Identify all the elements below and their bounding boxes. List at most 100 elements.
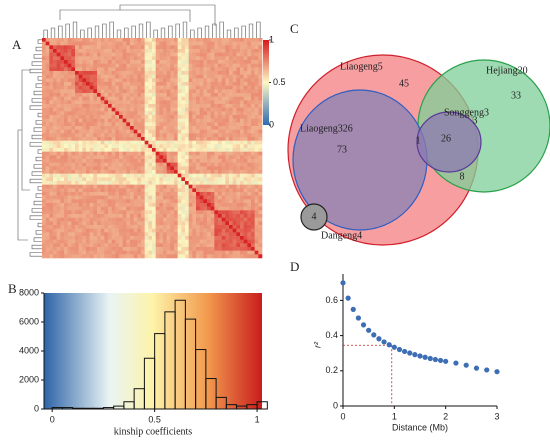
heatmap-cell xyxy=(177,243,182,248)
heatmap-cell xyxy=(229,254,233,259)
heatmap-cell xyxy=(108,184,112,189)
heatmap-cell xyxy=(133,60,138,64)
heatmap-cell xyxy=(82,100,87,105)
heatmap-cell xyxy=(56,122,61,127)
heatmap-cell xyxy=(75,170,79,174)
heatmap-cell xyxy=(144,49,149,53)
heatmap-cell xyxy=(144,107,149,112)
heatmap-cell xyxy=(148,166,153,171)
heatmap-cell xyxy=(71,195,76,200)
heatmap-cell xyxy=(93,52,98,57)
heatmap-cell xyxy=(192,78,197,83)
heatmap-cell xyxy=(71,45,76,50)
heatmap-cell xyxy=(243,199,248,204)
heatmap-cell xyxy=(119,115,123,119)
heatmap-cell xyxy=(254,133,259,138)
heatmap-cell xyxy=(229,100,233,105)
heatmap-cell xyxy=(130,254,134,259)
heatmap-cell xyxy=(225,188,230,193)
heatmap-cell xyxy=(108,250,112,255)
heatmap-cell xyxy=(141,93,145,97)
heatmap-cell xyxy=(251,49,255,53)
heatmap-cell xyxy=(258,199,263,204)
heatmap-cell xyxy=(225,254,230,259)
heatmap-cell xyxy=(258,118,263,123)
heatmap-cell xyxy=(60,111,65,116)
heatmap-cell xyxy=(126,52,131,57)
heatmap-cell xyxy=(82,118,87,123)
heatmap-cell xyxy=(45,100,50,105)
heatmap-cell xyxy=(181,60,186,64)
heatmap-cell xyxy=(240,214,244,218)
heatmap-cell xyxy=(225,104,230,108)
heatmap-cell xyxy=(42,199,46,204)
y-tick-label: 0 xyxy=(333,400,338,410)
heatmap-cell xyxy=(210,118,215,123)
heatmap-cell xyxy=(45,214,50,218)
heatmap-cell xyxy=(42,107,46,112)
heatmap-cell xyxy=(221,210,226,215)
heatmap-cell xyxy=(75,100,79,105)
heatmap-cell xyxy=(111,250,116,255)
heatmap-cell xyxy=(207,239,211,244)
heatmap-cell xyxy=(104,192,109,196)
heatmap-cell xyxy=(203,162,208,167)
heatmap-cell xyxy=(119,38,123,42)
heatmap-cell xyxy=(67,104,72,108)
heatmap-cell xyxy=(232,247,237,251)
heatmap-cell xyxy=(236,177,241,182)
heatmap-cell xyxy=(207,210,211,215)
heatmap-cell xyxy=(152,78,156,83)
heatmap-cell xyxy=(115,221,120,226)
heatmap-cell xyxy=(170,133,175,138)
heatmap-cell xyxy=(254,184,259,189)
heatmap-cell xyxy=(126,184,131,189)
heatmap-cell xyxy=(203,74,208,79)
heatmap-cell xyxy=(137,159,142,163)
x-tick-label: 1 xyxy=(392,411,397,421)
heatmap-cell xyxy=(177,214,182,218)
heatmap-cell xyxy=(199,173,204,178)
dendrogram-branch xyxy=(59,9,191,22)
heatmap-cell xyxy=(137,225,142,229)
heatmap-cell xyxy=(254,177,259,182)
heatmap-cell xyxy=(144,239,149,244)
heatmap-cell xyxy=(207,140,211,145)
heatmap-cell xyxy=(155,177,160,182)
heatmap-cell xyxy=(225,115,230,119)
heatmap-cell xyxy=(243,74,248,79)
heatmap-cell xyxy=(166,243,171,248)
heatmap-cell xyxy=(258,173,263,178)
heatmap-cell xyxy=(218,96,222,101)
heatmap-cell xyxy=(159,239,164,244)
heatmap-cell xyxy=(60,38,65,42)
heatmap-cell xyxy=(236,82,241,86)
heatmap-cell xyxy=(225,140,230,145)
heatmap-cell xyxy=(130,170,134,174)
heatmap-cell xyxy=(258,203,263,207)
heatmap-cell xyxy=(126,214,131,218)
heatmap-cell xyxy=(254,166,259,171)
heatmap-cell xyxy=(111,100,116,105)
heatmap-cell xyxy=(126,71,131,75)
heatmap-cell xyxy=(177,41,182,46)
heatmap-cell xyxy=(225,126,230,130)
heatmap-cell xyxy=(89,236,94,240)
heatmap-cell xyxy=(181,243,186,248)
heatmap-cell xyxy=(199,155,204,160)
heatmap-cell xyxy=(196,100,200,105)
heatmap-cell xyxy=(45,247,50,251)
heatmap-cell xyxy=(148,195,153,200)
heatmap-cell xyxy=(247,228,252,233)
heatmap-cell xyxy=(221,45,226,50)
heatmap-cell xyxy=(207,151,211,156)
heatmap-cell xyxy=(240,126,244,130)
heatmap-cell xyxy=(214,122,219,127)
heatmap-cell xyxy=(141,254,145,259)
heatmap-cell xyxy=(247,166,252,171)
heatmap-cell xyxy=(177,254,182,259)
heatmap-cell xyxy=(152,155,156,160)
heatmap-cell xyxy=(133,250,138,255)
heatmap-cell xyxy=(141,56,145,61)
heatmap-cell xyxy=(82,221,87,226)
